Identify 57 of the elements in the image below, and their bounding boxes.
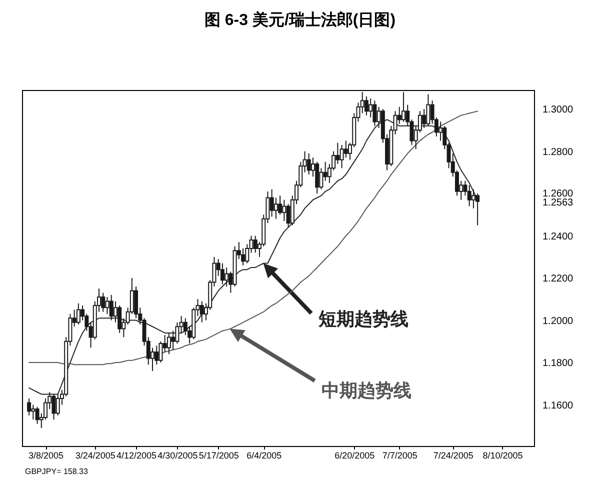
y-tick-label: 1.2400 [542,231,574,242]
candlestick [224,266,229,287]
x-tick-label: 8/10/2005 [482,450,523,460]
candlestick [76,302,80,326]
x-tick-label: 4/12/2005 [116,450,157,460]
candlestick [158,340,163,364]
candlestick [245,244,250,264]
text: 中期趋势线 [322,380,412,401]
candlestick [340,144,344,169]
x-tick-label: 7/24/2005 [433,450,474,460]
candlestick [253,235,258,254]
y-tick-label: 1.2800 [542,146,574,158]
candlestick [360,92,364,114]
candlestick [368,98,373,118]
candlestick [319,168,324,190]
candlestick [402,92,406,122]
candlestick [344,140,348,158]
candlestick [166,332,171,355]
candlestick [467,184,472,207]
y-tick-label: 1.2200 [542,274,574,285]
candlestick [463,180,468,196]
candlestick [105,296,110,314]
x-tick-label: 6/20/2005 [334,450,375,460]
candlestick [200,300,204,323]
candlestick [31,404,36,420]
candlestick [118,305,122,334]
candlestick [274,197,278,220]
candlestick [270,188,274,218]
text: GBPJPY= 158.33 [25,467,88,476]
x-tick-label: 5/17/2005 [198,450,239,460]
x-tick-label: 3/8/2005 [28,450,64,460]
x-tick-label: 6/4/2005 [246,450,282,460]
candlestick [438,121,443,142]
candlestick [220,262,224,285]
x-tick-label: 7/7/2005 [382,450,418,460]
candlestick [35,406,40,424]
text: 短期趋势线 [317,309,408,330]
y-tick-label: 1.1800 [542,358,574,370]
x-tick-label: 3/24/2005 [75,450,116,460]
candlestick [364,96,368,116]
candlestick [315,161,320,194]
candlestick [282,199,286,222]
y-tick-label: 1.1600 [542,400,574,412]
candlestick [306,152,311,176]
candlestick [471,188,476,209]
candlestick [171,330,176,350]
y-tick-label: 1.3000 [542,104,574,116]
x-tick-label: 4/30/2005 [158,450,198,460]
candlestick [27,398,32,416]
y-tick-label: 1.2000 [542,316,574,327]
candlestick [286,204,290,228]
candlestick [101,292,106,312]
y-tick-label: 1.2563 [542,197,574,208]
y-tick-label: 1.2600 [542,188,574,200]
candlestick [336,142,340,164]
chart-title: 图 6-3 美元/瑞士法郎(日图) [204,10,396,29]
candlestick [109,294,114,321]
